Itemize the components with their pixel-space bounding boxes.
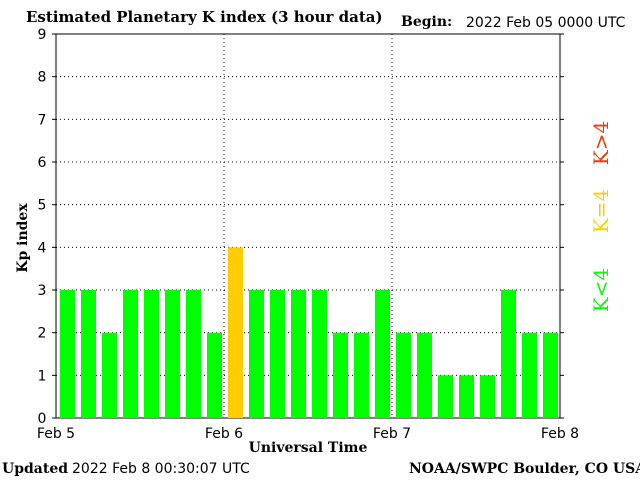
kp-bar	[249, 290, 264, 418]
x-tick-label: Feb 7	[373, 426, 411, 442]
kp-bar	[186, 290, 201, 418]
kp-bar	[60, 290, 75, 418]
begin-label: Begin:	[401, 14, 453, 30]
x-tick-label: Feb 6	[205, 426, 243, 442]
kp-bar	[123, 290, 138, 418]
y-axis-label: Kp index	[15, 203, 31, 273]
y-tick-label: 8	[38, 70, 47, 86]
kp-bar	[291, 290, 306, 418]
y-tick-label: 7	[38, 112, 47, 128]
kp-bar	[354, 332, 369, 418]
kp-bar	[375, 290, 390, 418]
y-tick-label: 1	[38, 368, 47, 384]
x-tick-label: Feb 5	[37, 426, 75, 442]
x-tick-label: Feb 8	[541, 426, 579, 442]
credit-text: NOAA/SWPC Boulder, CO USA	[409, 461, 640, 477]
y-tick-label: 4	[38, 240, 47, 256]
kp-bar	[144, 290, 159, 418]
plot-frame	[55, 33, 561, 419]
kp-bar	[165, 290, 180, 418]
updated-value: 2022 Feb 8 00:30:07 UTC	[72, 461, 250, 477]
y-tick-label: 0	[38, 411, 47, 427]
y-tick-label: 3	[38, 283, 47, 299]
y-tick-label: 2	[38, 326, 47, 342]
kp-bar	[228, 247, 243, 418]
begin-value: 2022 Feb 05 0000 UTC	[466, 15, 626, 31]
legend-entry: K=4	[589, 189, 613, 233]
kp-bar	[396, 332, 411, 418]
x-axis-label: Universal Time	[249, 440, 368, 456]
updated-label: Updated	[2, 461, 69, 477]
kp-bar	[501, 290, 516, 418]
y-tick-label: 9	[38, 27, 47, 43]
chart-title: Estimated Planetary K index (3 hour data…	[26, 8, 383, 26]
kp-bar	[333, 332, 348, 418]
legend-entry: K>4	[589, 121, 613, 165]
kp-bar	[438, 375, 453, 418]
kp-bar	[81, 290, 96, 418]
kp-bar	[270, 290, 285, 418]
kp-bar	[522, 332, 537, 418]
kp-bar	[417, 332, 432, 418]
kp-bar	[207, 332, 222, 418]
kp-bar	[543, 332, 558, 418]
y-tick-label: 5	[38, 198, 47, 214]
kp-bar	[459, 375, 474, 418]
kp-bar	[102, 332, 117, 418]
y-tick-label: 6	[38, 155, 47, 171]
legend-entry: K<4	[589, 268, 613, 312]
kp-bar	[312, 290, 327, 418]
kp-bar	[480, 375, 495, 418]
